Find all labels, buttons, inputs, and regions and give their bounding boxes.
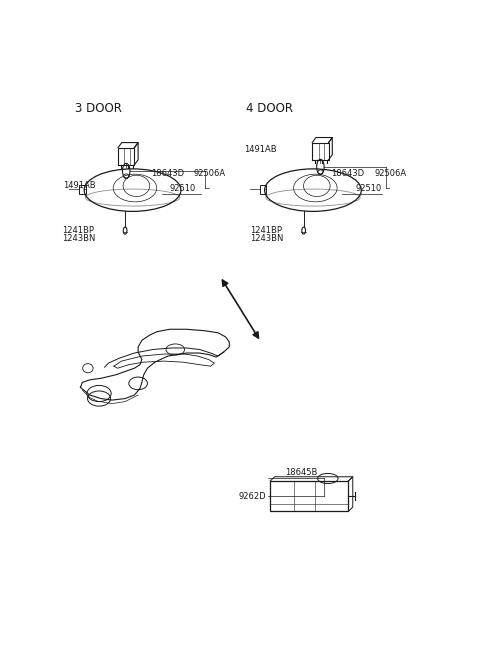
Text: 92506A: 92506A: [374, 169, 407, 178]
Bar: [260, 185, 266, 194]
Text: 1491AB: 1491AB: [244, 145, 277, 154]
Bar: [79, 185, 86, 194]
Text: 18643D: 18643D: [332, 169, 365, 178]
Text: 1241BP: 1241BP: [250, 226, 282, 235]
Text: 92510: 92510: [170, 184, 196, 193]
Text: 3 DOOR: 3 DOOR: [75, 102, 122, 115]
Text: 1243BN: 1243BN: [250, 234, 283, 242]
Text: 9262D: 9262D: [239, 491, 266, 501]
Text: 18645B: 18645B: [285, 468, 317, 478]
Text: 92510: 92510: [356, 184, 382, 193]
Text: 1243BN: 1243BN: [62, 234, 95, 242]
Text: 1241BP: 1241BP: [62, 226, 94, 235]
Text: 4 DOOR: 4 DOOR: [246, 102, 293, 115]
Text: 92506A: 92506A: [194, 169, 226, 178]
Bar: [270, 481, 348, 511]
Text: 18643D: 18643D: [151, 169, 184, 178]
Text: 1491AB: 1491AB: [62, 181, 95, 190]
